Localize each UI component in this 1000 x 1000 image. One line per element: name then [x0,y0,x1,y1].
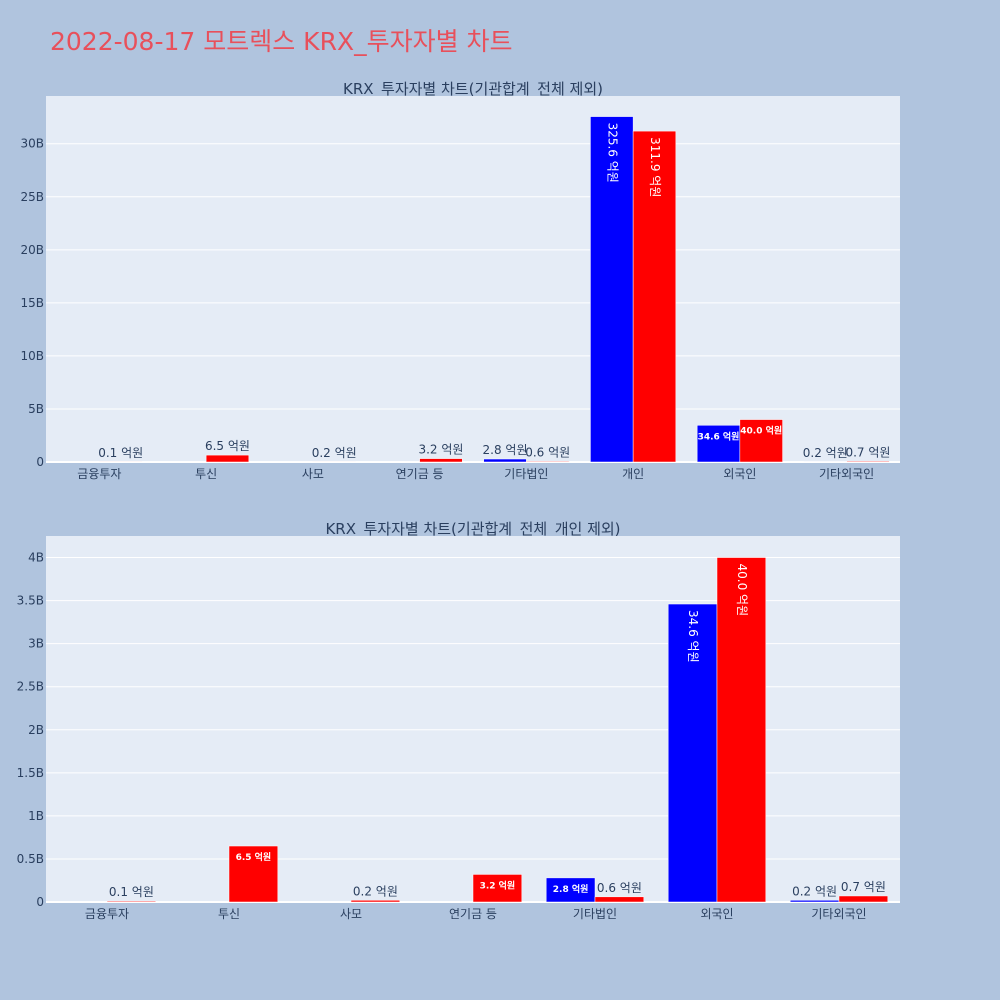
chart-excluding-institution-total: KRX_투자자별 차트(기관합계_전체 제외) 0 5B 10B 15B 20B 25B 30… [20,80,900,481]
chart2-ytick-label: 3B [28,637,44,651]
chart2-data-label: 6.5 억원 [236,851,272,863]
page-title: 2022-08-17 모트렉스 KRX_투자자별 차트 [50,27,513,56]
chart2-data-label: 40.0 억원 [735,564,749,617]
chart2-ytick-label: 3.5B [17,594,44,608]
chart1-data-label: 2.8 억원 [483,443,528,457]
chart2-xtick-label: 사모 [340,907,362,921]
chart1-xtick-label: 개인 [622,467,644,481]
chart2-bar [545,877,596,903]
chart1-title: KRX_투자자별 차트(기관합계_전체 제외) [343,80,603,99]
chart1-bar [483,458,527,463]
chart2-data-label: 0.7 억원 [841,880,886,894]
chart1-ytick-label: 15B [20,296,44,310]
chart1-data-label: 325.6 억원 [605,123,619,183]
chart1-bar [526,461,570,463]
chart1-xtick-label: 투신 [195,467,217,481]
chart1-data-label: 0.1 억원 [98,446,143,460]
chart2-bar [106,900,157,903]
chart1-ytick-label: 30B [20,137,44,151]
chart1-data-label: 40.0 억원 [740,425,782,437]
chart1-ytick-label: 25B [20,190,44,204]
chart2-bar [228,845,279,903]
chart2-ytick-label: 1B [28,809,44,823]
chart2-xtick-label: 외국인 [700,907,733,921]
chart2-data-label: 0.6 억원 [597,881,642,895]
chart2-bar [789,900,840,903]
chart1-ytick-label: 0 [36,455,44,469]
chart2-plot-area [46,536,900,902]
chart2-ytick-label: 0.5B [17,852,44,866]
chart2-xtick-label: 연기금 등 [449,907,497,921]
chart2-ytick-label: 0 [36,895,44,909]
chart1-bar [696,425,741,463]
chart1-data-label: 3.2 억원 [418,443,463,457]
chart1-xtick-label: 연기금 등 [396,467,444,481]
chart1-ytick-label: 5B [28,402,44,416]
chart2-bar [594,896,645,903]
chart2-ytick-label: 1.5B [17,766,44,780]
chart1-bar [205,454,250,463]
chart1-xtick-label: 기타외국인 [819,467,874,481]
chart1-xtick-label: 사모 [302,467,324,481]
chart1-data-label: 6.5 억원 [205,439,250,453]
chart2-bar [350,900,401,903]
chart2-xtick-label: 금융투자 [85,907,129,921]
chart2-data-label: 0.1 억원 [109,885,154,899]
chart2-bar [838,895,889,903]
chart2-data-label: 0.2 억원 [792,884,837,898]
chart2-ytick-label: 2.5B [17,680,44,694]
chart1-data-label: 311.9 억원 [648,137,662,197]
chart2-xtick-label: 기타외국인 [811,907,866,921]
chart2-xtick-label: 투신 [218,907,240,921]
chart1-data-label: 0.2 억원 [312,446,357,460]
chart1-data-label: 0.6 억원 [525,445,570,459]
chart1-xtick-label: 금융투자 [77,467,121,481]
chart1-bar [846,461,890,463]
chart2-data-label: 3.2 억원 [480,879,516,891]
chart2-title: KRX_투자자별 차트(기관합계_전체_개인 제외) [325,520,620,539]
chart-excluding-institution-and-individual: KRX_투자자별 차트(기관합계_전체_개인 제외) 0 0.5B 1B 1.5B 2B 2… [17,520,900,921]
chart2-data-label: 0.2 억원 [353,884,398,898]
chart1-ytick-label: 10B [20,349,44,363]
chart2-xtick-label: 기타법인 [573,907,617,921]
chart1-plot-area [46,96,900,462]
chart2-ytick-label: 2B [28,723,44,737]
chart2-data-label: 34.6 억원 [686,610,700,663]
chart1-bar [419,458,463,463]
chart2-bar [472,874,523,903]
chart1-bar [632,130,677,463]
chart2-ytick-label: 4B [28,551,44,565]
chart1-bar [739,419,783,463]
chart1-xtick-label: 외국인 [723,467,756,481]
chart1-data-label: 34.6 억원 [698,430,740,442]
chart2-data-label: 2.8 억원 [553,883,589,895]
chart2-bar [667,603,718,903]
chart1-bar [590,116,634,463]
chart1-ytick-label: 20B [20,243,44,257]
chart1-xtick-label: 기타법인 [504,467,548,481]
chart1-data-label: 0.7 억원 [845,445,890,459]
chart1-data-label: 0.2 억원 [803,446,848,460]
chart2-bar [716,557,767,903]
